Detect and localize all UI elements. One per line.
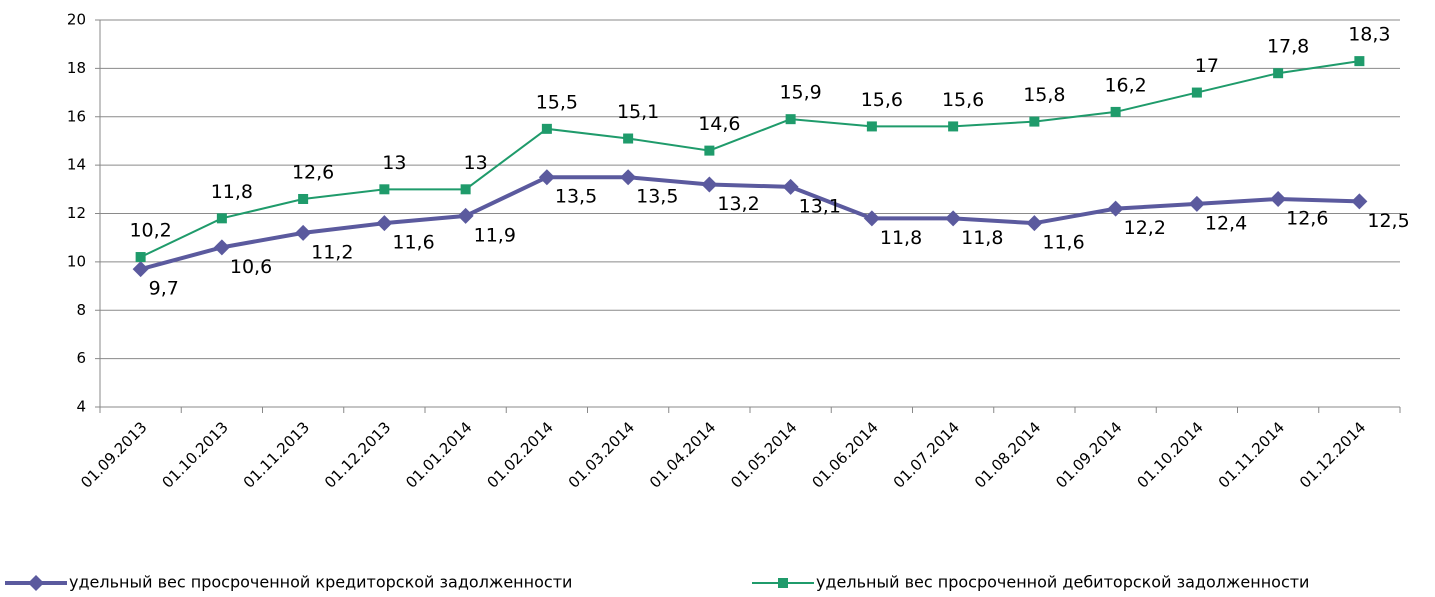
value-label: 12,2 [1124,217,1166,239]
legend-marker [28,575,44,591]
x-tick-label: 01.09.2013 [77,418,150,491]
x-tick-label: 01.10.2014 [1133,418,1206,491]
point [1110,106,1121,117]
point [620,169,637,186]
value-label: 10,2 [129,220,171,242]
point [704,145,715,156]
point [1354,56,1365,67]
value-label: 13,5 [555,186,597,208]
value-label: 15,8 [1023,84,1065,106]
value-label: 15,5 [536,91,578,113]
y-tick-label: 10 [67,252,86,270]
y-tick-label: 18 [67,59,86,77]
point [135,252,146,263]
value-label: 11,8 [211,181,253,203]
x-tick-label: 01.03.2014 [565,418,638,491]
value-label: 17,8 [1267,36,1309,58]
point [948,121,959,132]
x-tick-label: 01.01.2014 [402,418,475,491]
point [785,114,796,125]
point [295,224,312,241]
value-label: 13,5 [636,186,678,208]
value-label: 12,6 [1286,207,1328,229]
x-tick-label: 01.06.2014 [808,418,881,491]
point [1351,193,1368,210]
value-label: 12,6 [292,161,334,183]
series-line [140,60,1360,258]
point [1191,87,1202,98]
legend-label: удельный вес просроченной дебиторской за… [816,573,1309,592]
x-tick-label: 01.07.2014 [890,418,963,491]
point [460,184,471,195]
y-tick-label: 6 [76,349,86,367]
point [701,176,718,193]
value-label: 11,6 [1042,232,1084,254]
y-tick-label: 20 [67,11,86,29]
value-label: 16,2 [1104,74,1146,96]
value-label: 10,6 [230,256,272,278]
value-label: 12,4 [1205,212,1247,234]
value-label: 9,7 [149,278,179,300]
value-label: 11,2 [311,241,353,263]
point [1026,215,1043,232]
point [945,210,962,227]
value-label: 11,9 [474,224,516,246]
x-tick-label: 01.09.2014 [1052,418,1125,491]
value-label: 11,6 [392,232,434,254]
x-tick-label: 01.12.2013 [321,418,394,491]
value-label: 18,3 [1348,24,1390,46]
value-label: 11,8 [880,227,922,249]
y-tick-label: 4 [76,398,86,416]
point [623,133,634,144]
point [538,169,555,186]
point [216,213,227,224]
point [1270,190,1287,207]
value-label: 13,2 [717,193,759,215]
value-label: 15,1 [617,101,659,123]
x-tick-label: 01.08.2014 [971,418,1044,491]
x-tick-label: 01.04.2014 [646,418,719,491]
y-tick-label: 16 [67,107,86,125]
point [541,123,552,134]
value-label: 17 [1195,55,1219,77]
point [298,193,309,204]
y-tick-label: 12 [67,204,86,222]
point [863,210,880,227]
legend-label: удельный вес просроченной кредиторской з… [69,573,572,592]
x-tick-label: 01.02.2014 [483,418,556,491]
x-tick-label: 01.11.2014 [1215,418,1288,491]
value-label: 15,6 [861,89,903,111]
value-label: 13 [464,152,488,174]
point [132,261,149,278]
point [379,184,390,195]
point [782,178,799,195]
value-label: 15,6 [942,89,984,111]
x-tick-label: 01.10.2013 [158,418,231,491]
value-label: 13,1 [799,195,841,217]
value-label: 14,6 [698,113,740,135]
point [1107,200,1124,217]
point [213,239,230,256]
legend-marker [778,578,788,588]
value-label: 15,9 [779,82,821,104]
x-tick-label: 01.11.2013 [240,418,313,491]
point [1188,195,1205,212]
series-line [140,175,1360,272]
point [457,207,474,224]
value-label: 12,5 [1367,210,1409,232]
x-tick-label: 01.12.2014 [1296,418,1369,491]
point [1273,68,1284,79]
y-tick-label: 14 [67,156,86,174]
value-label: 13 [382,152,406,174]
y-tick-label: 8 [76,301,86,319]
point [376,215,393,232]
point [866,121,877,132]
point [1029,116,1040,127]
value-label: 11,8 [961,227,1003,249]
x-tick-label: 01.05.2014 [727,418,800,491]
